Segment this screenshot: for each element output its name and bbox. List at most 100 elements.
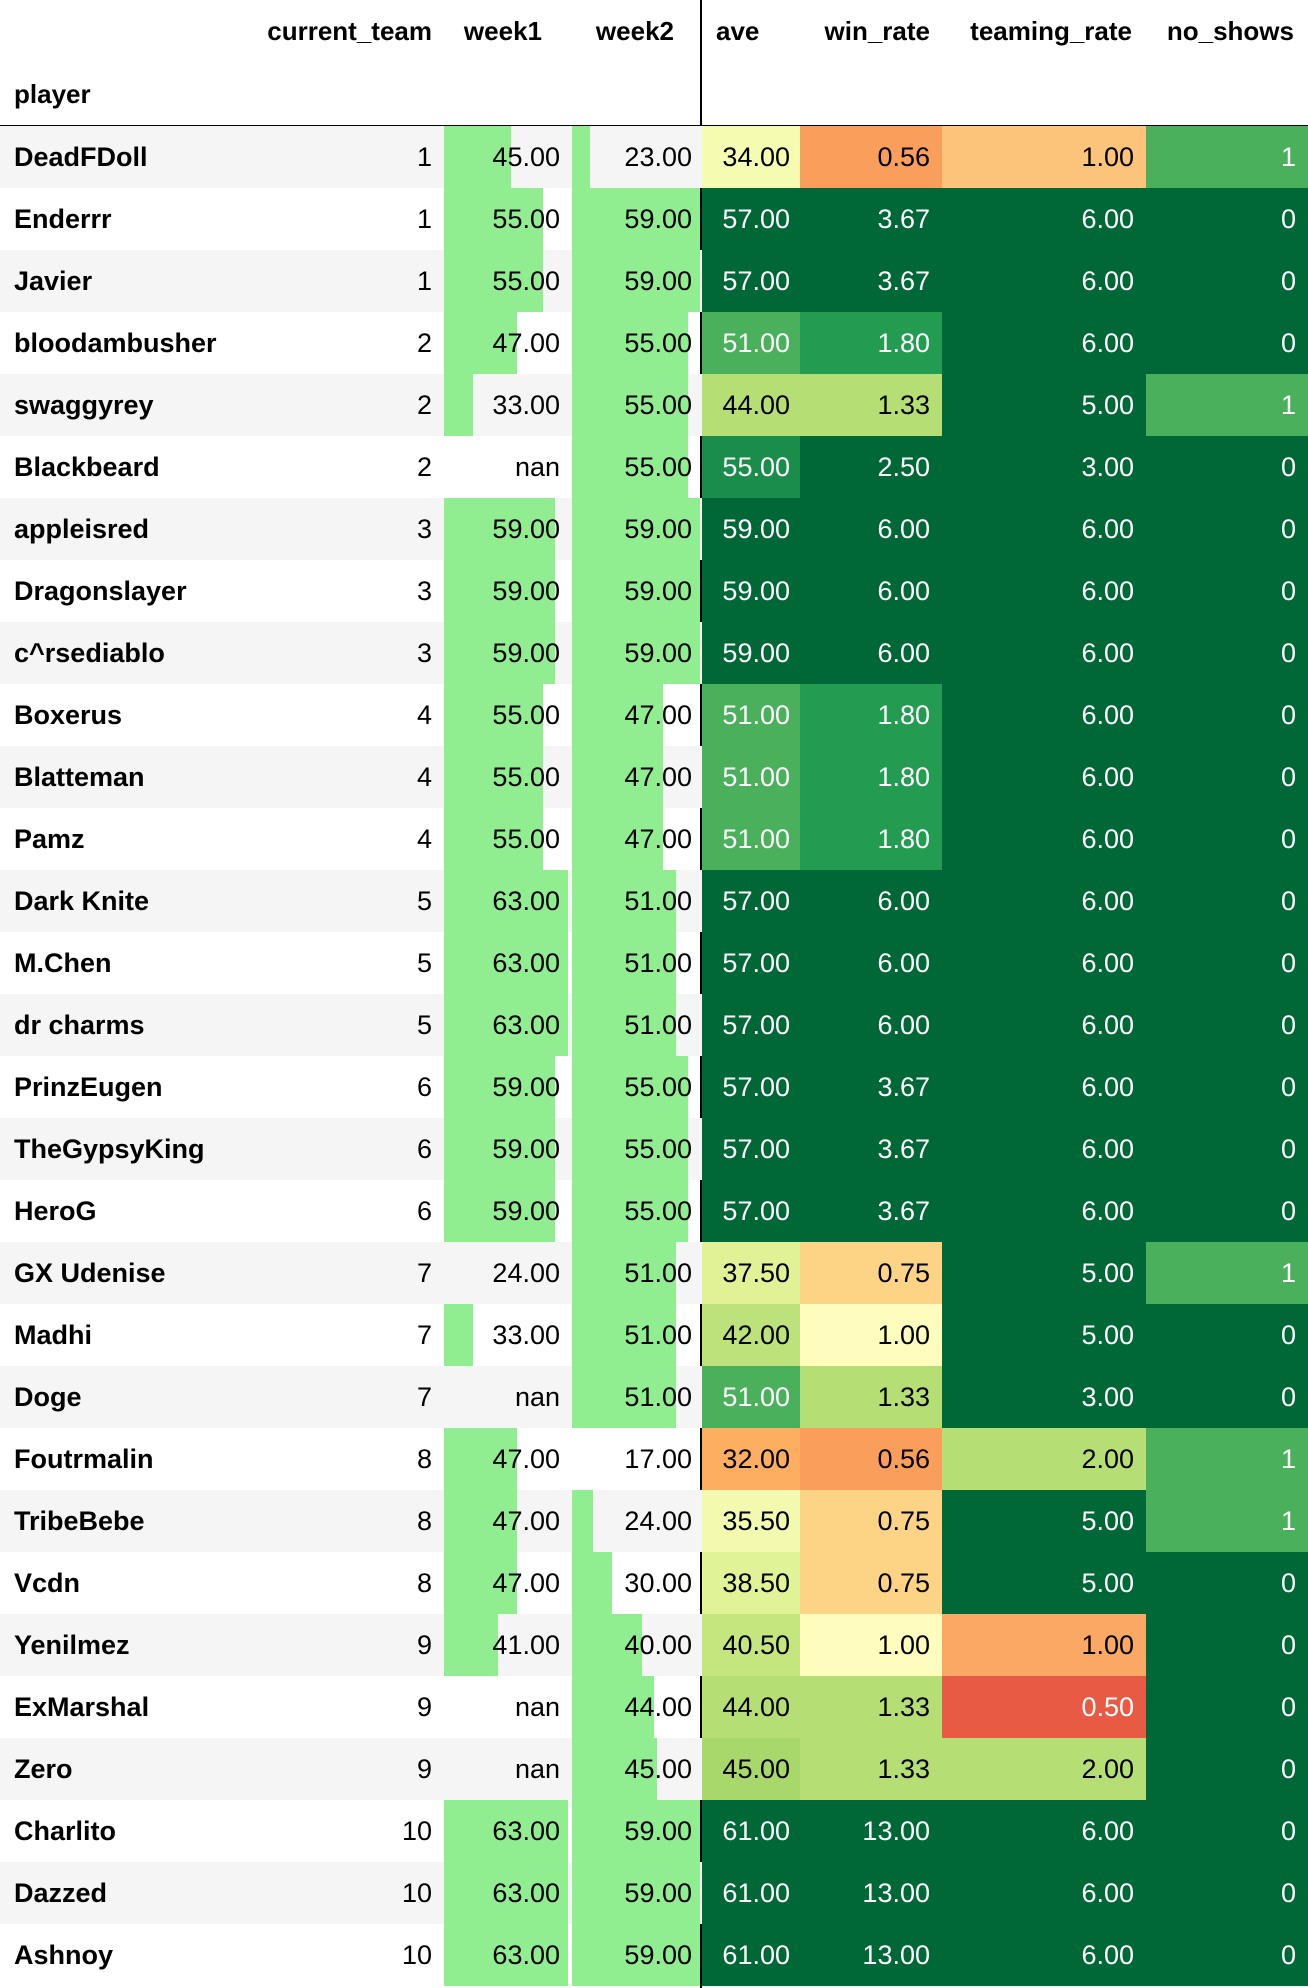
cell-ave: 51.00 xyxy=(702,312,800,374)
cell-week1: 47.00 xyxy=(444,1428,568,1490)
cell-value: 6.00 xyxy=(1081,638,1134,668)
cell-win-rate: 1.80 xyxy=(800,684,942,746)
cell-ave: 59.00 xyxy=(702,498,800,560)
week1-data-bar xyxy=(444,188,543,250)
cell-win-rate: 6.00 xyxy=(800,994,942,1056)
cell-week2: 55.00 xyxy=(572,312,700,374)
cell-value: 55.00 xyxy=(492,762,560,792)
cell-value: 6.00 xyxy=(1081,762,1134,792)
week2-data-bar xyxy=(572,994,676,1056)
cell-week1: 55.00 xyxy=(444,746,568,808)
cell-value: nan xyxy=(514,1754,560,1784)
table-row: swaggyrey 2 33.00 55.00 44.00 1.33 5.00 1 xyxy=(0,374,1308,436)
cell-value: 3 xyxy=(416,576,432,606)
cell-value: 59.00 xyxy=(624,266,692,296)
week1-data-bar xyxy=(444,250,543,312)
table-row: Blatteman 4 55.00 47.00 51.00 1.80 6.00 0 xyxy=(0,746,1308,808)
cell-ave: 55.00 xyxy=(702,436,800,498)
week1-data-bar xyxy=(444,312,518,374)
cell-value: 57.00 xyxy=(722,204,790,234)
cell-value: 0.56 xyxy=(877,142,930,172)
cell-win-rate: 0.75 xyxy=(800,1552,942,1614)
cell-value: 55.00 xyxy=(492,204,560,234)
cell-week2: 47.00 xyxy=(572,746,700,808)
cell-week2: 59.00 xyxy=(572,1800,700,1862)
cell-value: TribeBebe xyxy=(14,1506,145,1536)
cell-value: 6.00 xyxy=(1081,700,1134,730)
week1-data-bar xyxy=(444,622,556,684)
cell-ave: 45.00 xyxy=(702,1738,800,1800)
cell-week2: 59.00 xyxy=(572,188,700,250)
cell-value: 0 xyxy=(1280,514,1296,544)
cell-value: 1 xyxy=(1280,142,1296,172)
header-current-team: current_team xyxy=(267,16,432,46)
cell-current-team: 2 xyxy=(240,312,440,374)
cell-week1: 59.00 xyxy=(444,1180,568,1242)
cell-no-shows: 1 xyxy=(1146,1490,1308,1552)
cell-value: 44.00 xyxy=(722,390,790,420)
cell-value: GX Udenise xyxy=(14,1258,166,1288)
cell-no-shows: 1 xyxy=(1146,1428,1308,1490)
cell-value: 59.00 xyxy=(722,638,790,668)
cell-value: 0 xyxy=(1280,576,1296,606)
cell-player: Dark Knite xyxy=(0,870,440,932)
cell-week2: 44.00 xyxy=(572,1676,700,1738)
header-week2: week2 xyxy=(595,16,674,46)
cell-week1: 63.00 xyxy=(444,932,568,994)
cell-teaming-rate: 6.00 xyxy=(942,994,1146,1056)
cell-value: 57.00 xyxy=(722,266,790,296)
cell-value: 13.00 xyxy=(862,1940,930,1970)
cell-no-shows: 0 xyxy=(1146,684,1308,746)
cell-no-shows: 0 xyxy=(1146,1056,1308,1118)
cell-win-rate: 0.56 xyxy=(800,1428,942,1490)
table-row: bloodambusher 2 47.00 55.00 51.00 1.80 6.00 0 xyxy=(0,312,1308,374)
cell-value: 6.00 xyxy=(1081,514,1134,544)
cell-ave: 57.00 xyxy=(702,188,800,250)
cell-value: Javier xyxy=(14,266,93,296)
cell-value: 9 xyxy=(416,1754,432,1784)
cell-value: 40.50 xyxy=(722,1630,790,1660)
cell-value: 51.00 xyxy=(722,328,790,358)
cell-ave: 59.00 xyxy=(702,560,800,622)
cell-value: dr charms xyxy=(14,1010,145,1040)
cell-value: 3.67 xyxy=(877,204,930,234)
week1-data-bar xyxy=(444,498,556,560)
cell-value: 10 xyxy=(401,1816,432,1846)
cell-value: Enderrr xyxy=(14,204,112,234)
cell-value: nan xyxy=(514,1382,560,1412)
cell-ave: 34.00 xyxy=(702,126,800,188)
cell-value: 7 xyxy=(416,1258,432,1288)
week1-data-bar xyxy=(444,1428,518,1490)
cell-no-shows: 0 xyxy=(1146,1862,1308,1924)
cell-value: 1.00 xyxy=(1081,1630,1134,1660)
cell-ave: 40.50 xyxy=(702,1614,800,1676)
cell-value: 0 xyxy=(1280,1754,1296,1784)
week1-data-bar xyxy=(444,1056,556,1118)
cell-value: 2 xyxy=(416,390,432,420)
cell-value: 0 xyxy=(1280,1816,1296,1846)
cell-value: 8 xyxy=(416,1568,432,1598)
cell-win-rate: 0.56 xyxy=(800,126,942,188)
cell-value: 57.00 xyxy=(722,1010,790,1040)
cell-value: 0.50 xyxy=(1081,1692,1134,1722)
cell-week2: 51.00 xyxy=(572,870,700,932)
cell-value: 0 xyxy=(1280,1878,1296,1908)
cell-value: 57.00 xyxy=(722,1196,790,1226)
cell-value: 6.00 xyxy=(1081,1196,1134,1226)
week2-data-bar xyxy=(572,560,700,622)
cell-value: 57.00 xyxy=(722,948,790,978)
cell-teaming-rate: 5.00 xyxy=(942,1552,1146,1614)
cell-value: 3 xyxy=(416,514,432,544)
cell-value: 0 xyxy=(1280,1134,1296,1164)
cell-value: 44.00 xyxy=(624,1692,692,1722)
week1-data-bar xyxy=(444,1118,556,1180)
cell-value: 5 xyxy=(416,948,432,978)
cell-no-shows: 0 xyxy=(1146,498,1308,560)
week2-data-bar xyxy=(572,1862,700,1924)
cell-value: 0 xyxy=(1280,1196,1296,1226)
cell-value: 5 xyxy=(416,886,432,916)
cell-value: 6.00 xyxy=(877,514,930,544)
cell-value: 51.00 xyxy=(624,948,692,978)
cell-value: 47.00 xyxy=(624,762,692,792)
cell-value: 7 xyxy=(416,1320,432,1350)
